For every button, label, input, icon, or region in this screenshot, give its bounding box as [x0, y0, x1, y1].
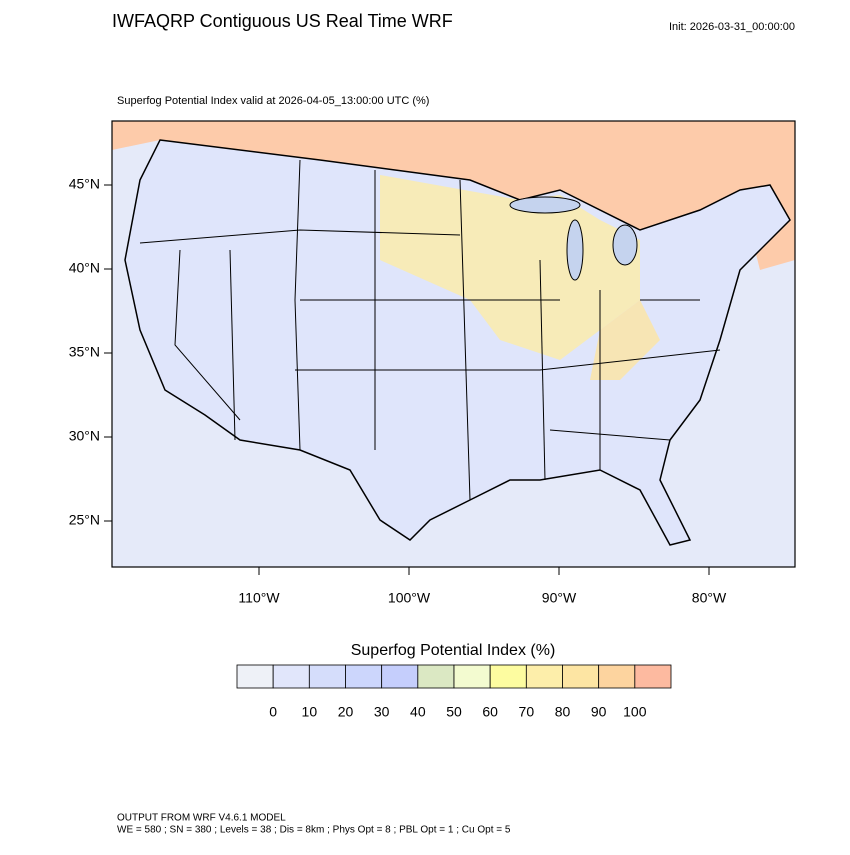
footer-line: WE = 580 ; SN = 380 ; Levels = 38 ; Dis … — [117, 825, 511, 836]
colorbar-label: 90 — [591, 704, 607, 720]
lat-label: 45°N — [69, 176, 100, 192]
colorbar-box — [453, 664, 491, 689]
colorbar-label: 20 — [338, 704, 354, 720]
colorbar-box — [489, 664, 527, 689]
state-lines — [139, 159, 721, 501]
title: IWFAQRP Contiguous US Real Time WRF — [112, 11, 453, 31]
colorbar-title: Superfog Potential Index (%) — [351, 642, 556, 659]
colorbar-label: 70 — [519, 704, 535, 720]
colorbar-label: 10 — [302, 704, 318, 720]
canada-region — [112, 121, 795, 270]
colorbar-label: 60 — [482, 704, 498, 720]
lat-label: 40°N — [69, 260, 100, 276]
colorbar-label: 40 — [410, 704, 426, 720]
colorbar-label: 80 — [555, 704, 571, 720]
lon-label: 80°W — [692, 590, 727, 606]
init-time: Init: 2026-03-31_00:00:00 — [669, 21, 795, 33]
lat-label: 35°N — [69, 344, 100, 360]
lon-label: 90°W — [542, 590, 577, 606]
colorbar: 0 10 20 30 40 50 60 70 80 90 100 — [236, 664, 672, 720]
colorbar-box — [272, 664, 310, 689]
colorbar-label: 30 — [374, 704, 390, 720]
colorbar-label: 50 — [446, 704, 462, 720]
lake — [566, 219, 584, 281]
colorbar-label: 100 — [623, 704, 647, 720]
map — [111, 120, 796, 568]
map-frame — [111, 120, 796, 568]
fog-region — [590, 300, 660, 380]
lon-label: 110°W — [238, 590, 280, 606]
colorbar-box — [598, 664, 636, 689]
lat-label: 25°N — [69, 512, 100, 528]
footer-line: OUTPUT FROM WRF V4.6.1 MODEL — [117, 813, 286, 824]
colorbar-box — [236, 664, 274, 689]
colorbar-box — [562, 664, 600, 689]
colorbar-box — [308, 664, 346, 689]
lake — [612, 224, 638, 266]
colorbar-label: 0 — [269, 704, 277, 720]
colorbar-box — [525, 664, 563, 689]
colorbar-box — [634, 664, 672, 689]
lat-label: 30°N — [69, 428, 100, 444]
colorbar-box — [345, 664, 383, 689]
lake — [509, 196, 581, 214]
colorbar-box — [381, 664, 419, 689]
colorbar-box — [417, 664, 455, 689]
lon-label: 100°W — [388, 590, 431, 606]
subtitle: Superfog Potential Index valid at 2026-0… — [117, 95, 429, 107]
